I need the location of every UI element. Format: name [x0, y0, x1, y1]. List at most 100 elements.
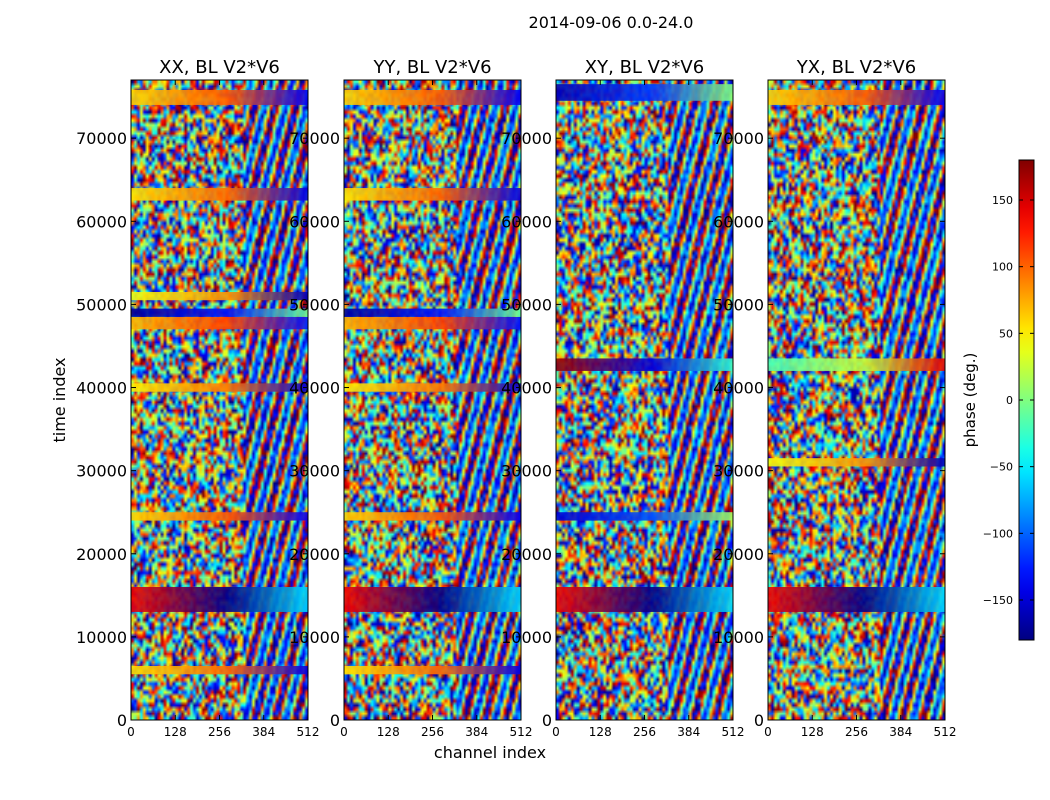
phase-band: [556, 512, 733, 521]
y-tick-label: 50000: [289, 295, 340, 314]
y-tick-label: 10000: [76, 628, 127, 647]
figure-title: 2014-09-06 0.0-24.0: [529, 13, 694, 32]
y-tick-label: 20000: [501, 545, 552, 564]
y-tick-label: 10000: [289, 628, 340, 647]
y-tick-label: 60000: [76, 212, 127, 231]
phase-band: [131, 316, 308, 330]
y-tick-label: 50000: [713, 295, 764, 314]
phase-band: [131, 291, 308, 301]
phase-band: [131, 512, 308, 521]
phase-band: [344, 188, 521, 201]
phase-band: [768, 587, 945, 612]
x-tick-label: 0: [340, 725, 348, 739]
y-tick-label: 40000: [501, 379, 552, 398]
y-tick-label: 20000: [713, 545, 764, 564]
y-tick-label: 0: [117, 711, 127, 730]
colorbar-tick-label: 150: [992, 194, 1013, 207]
phase-band: [344, 665, 521, 675]
phase-band: [344, 89, 521, 105]
heatmap-texture: [131, 80, 308, 720]
y-tick-label: 20000: [289, 545, 340, 564]
phase-band: [131, 89, 308, 105]
y-axis-label: time index: [50, 357, 69, 442]
x-tick-label: 256: [208, 725, 231, 739]
y-tick-label: 70000: [289, 129, 340, 148]
heatmap-texture: [556, 80, 733, 720]
colorbar-tick-label: −50: [990, 461, 1013, 474]
x-tick-label: 512: [297, 725, 320, 739]
y-tick-label: 10000: [713, 628, 764, 647]
phase-band: [768, 358, 945, 371]
y-tick-label: 30000: [713, 462, 764, 481]
x-tick-label: 128: [801, 725, 824, 739]
y-tick-label: 20000: [76, 545, 127, 564]
phase-band: [344, 512, 521, 521]
panel-title: XX, BL V2*V6: [159, 57, 280, 78]
x-tick-label: 0: [552, 725, 560, 739]
colorbar-tick-label: 0: [1006, 394, 1013, 407]
phase-band: [344, 383, 521, 392]
colorbar: 150 100 50 0 −50 −100 −150 phase (deg.): [961, 159, 1035, 641]
phase-band: [768, 89, 945, 105]
y-tick-label: 70000: [76, 129, 127, 148]
y-tick-label: 60000: [713, 212, 764, 231]
y-tick-label: 0: [330, 711, 340, 730]
x-tick-label: 512: [722, 725, 745, 739]
y-tick-label: 70000: [713, 129, 764, 148]
x-tick-label: 512: [934, 725, 957, 739]
phase-band: [131, 587, 308, 612]
x-tick-label: 256: [421, 725, 444, 739]
phase-band: [131, 308, 308, 317]
phase-band: [131, 188, 308, 201]
y-tick-label: 40000: [289, 379, 340, 398]
phase-band: [556, 587, 733, 612]
phase-band: [131, 665, 308, 675]
x-tick-label: 256: [633, 725, 656, 739]
y-tick-label: 40000: [713, 379, 764, 398]
colorbar-tick-label: −100: [983, 527, 1013, 540]
heatmap-panel-2: YY, BL V2*V6 0 10000 20000 30000 40000 50000 60…: [289, 57, 532, 739]
y-tick-label: 50000: [76, 295, 127, 314]
panel-title: XY, BL V2*V6: [585, 57, 704, 78]
y-tick-label: 60000: [289, 212, 340, 231]
x-tick-label: 128: [377, 725, 400, 739]
x-tick-label: 384: [252, 725, 275, 739]
phase-band: [768, 458, 945, 467]
y-tick-label: 50000: [501, 295, 552, 314]
x-axis-label: channel index: [434, 743, 546, 762]
x-tick-label: 384: [889, 725, 912, 739]
phase-band: [556, 84, 733, 101]
y-tick-label: 60000: [501, 212, 552, 231]
y-tick-label: 0: [754, 711, 764, 730]
x-tick-label: 128: [164, 725, 187, 739]
phase-band: [344, 316, 521, 330]
y-tick-label: 10000: [501, 628, 552, 647]
x-tick-label: 0: [764, 725, 772, 739]
x-tick-label: 256: [845, 725, 868, 739]
panel-title: YX, BL V2*V6: [796, 57, 916, 78]
colorbar-tick-label: −150: [983, 594, 1013, 607]
phase-band: [131, 383, 308, 392]
colorbar-tick-label: 100: [992, 261, 1013, 274]
x-tick-label: 384: [465, 725, 488, 739]
phase-band: [344, 308, 521, 317]
x-tick-label: 128: [589, 725, 612, 739]
phase-band: [344, 587, 521, 612]
y-tick-label: 30000: [76, 462, 127, 481]
phase-band: [556, 358, 733, 371]
y-tick-label: 30000: [289, 462, 340, 481]
heatmap-panel-4: YX, BL V2*V6 0 10000 20000 30000 40000 50000 60…: [713, 57, 956, 739]
y-tick-label: 70000: [501, 129, 552, 148]
heatmap-panel-1: XX, BL V2*V6 0 10000 20000 30000 40000 50000 60…: [76, 57, 319, 739]
heatmap-texture: [768, 80, 945, 720]
x-tick-label: 0: [127, 725, 135, 739]
heatmap-texture: [344, 80, 521, 720]
heatmap-panel-3: XY, BL V2*V6 0 10000 20000 30000 40000 50000 60…: [501, 57, 744, 739]
colorbar-label: phase (deg.): [961, 353, 979, 448]
x-tick-label: 384: [677, 725, 700, 739]
colorbar-tick-label: 50: [999, 327, 1013, 340]
y-tick-label: 0: [542, 711, 552, 730]
x-tick-label: 512: [510, 725, 533, 739]
y-tick-label: 40000: [76, 379, 127, 398]
